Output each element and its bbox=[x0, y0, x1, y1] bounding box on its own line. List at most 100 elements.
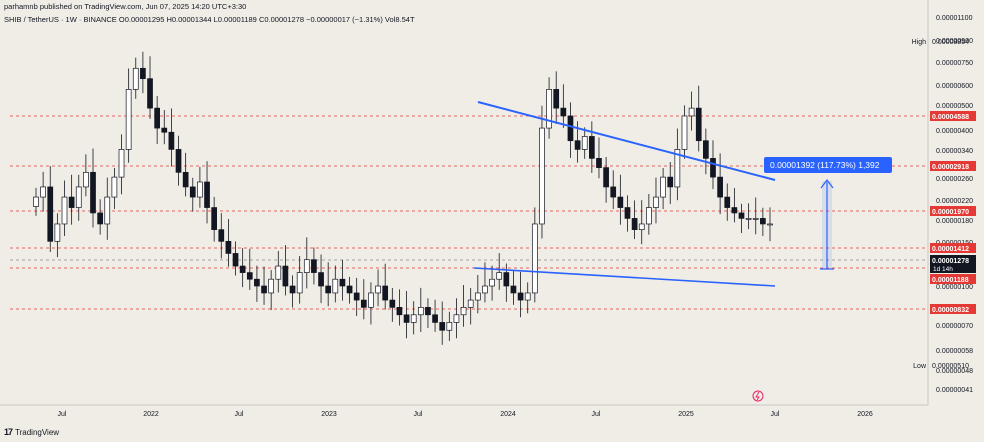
candle-body bbox=[140, 67, 146, 80]
high-value: H0.00001344 bbox=[166, 15, 212, 24]
price-label-value: 0.00000510 bbox=[932, 363, 969, 370]
candle-body bbox=[289, 285, 296, 294]
candle-body bbox=[68, 196, 75, 208]
candle-body bbox=[375, 285, 381, 294]
volume-value: Vol8.54T bbox=[384, 15, 415, 24]
measure-label: 0.00001392 (117.73%) 1,392 bbox=[770, 160, 880, 170]
candle-body bbox=[389, 299, 396, 308]
candle-body bbox=[282, 265, 289, 287]
candle-body bbox=[724, 196, 731, 208]
price-label-countdown: 1d 14h bbox=[933, 266, 953, 273]
x-tick-label: Jul bbox=[58, 411, 67, 418]
measure-label-box bbox=[764, 157, 892, 173]
price-label-box bbox=[930, 255, 976, 273]
symbol-label[interactable]: SHIB / TetherUS · 1W · BINANCE bbox=[4, 15, 117, 24]
candle-body bbox=[588, 136, 595, 159]
candle-body bbox=[261, 285, 267, 294]
y-tick-label: 0.00001100 bbox=[936, 15, 973, 22]
event-marker-icon bbox=[752, 390, 764, 402]
candle-body bbox=[745, 218, 752, 220]
price-label-tag: High bbox=[912, 39, 927, 46]
candle-body bbox=[211, 207, 218, 230]
candle-body bbox=[432, 314, 438, 323]
candle-body bbox=[175, 149, 182, 173]
candle-body bbox=[503, 272, 510, 287]
candle-body bbox=[353, 292, 360, 301]
candle-body bbox=[596, 158, 602, 168]
candle-body bbox=[403, 314, 410, 323]
candle-body bbox=[674, 149, 681, 188]
price-label-value: 0.00008854 bbox=[932, 39, 969, 46]
candle-body bbox=[125, 89, 132, 150]
candle-body bbox=[332, 278, 339, 294]
x-tick-label: Jul bbox=[771, 411, 780, 418]
candle-body bbox=[453, 314, 460, 323]
candle-body bbox=[268, 278, 275, 294]
y-tick-label: 0.00000070 bbox=[936, 323, 973, 330]
candle-body bbox=[154, 107, 160, 129]
price-label-value: 0.00001188 bbox=[932, 277, 969, 284]
candle-body bbox=[83, 171, 89, 188]
open-value: O0.00001295 bbox=[118, 15, 165, 24]
measure-arrow-head bbox=[820, 179, 834, 189]
price-label-value: 0.00001970 bbox=[932, 209, 969, 216]
y-tick-label: 0.00000260 bbox=[936, 176, 973, 183]
x-tick-label: 2023 bbox=[321, 411, 337, 418]
candle-body bbox=[567, 115, 574, 142]
candle-body bbox=[703, 140, 709, 159]
brand-label: TradingView bbox=[15, 427, 60, 437]
tradingview-logo-icon: 17 bbox=[4, 427, 13, 437]
candle-body bbox=[396, 306, 403, 316]
x-tick-label: 2026 bbox=[857, 411, 873, 418]
candle-body bbox=[510, 285, 517, 294]
candle-body bbox=[425, 306, 431, 316]
price-label-tag: Low bbox=[913, 363, 927, 370]
candle-body bbox=[717, 176, 723, 198]
x-tick-label: 2022 bbox=[143, 411, 159, 418]
y-tick-label: 0.00000750 bbox=[936, 60, 973, 67]
candle-body bbox=[111, 176, 118, 198]
candle-body bbox=[90, 171, 96, 214]
price-label-box bbox=[930, 274, 976, 284]
candle-body bbox=[339, 278, 346, 287]
candle-body bbox=[104, 196, 111, 225]
y-tick-label: 0.00000041 bbox=[936, 387, 973, 394]
candle-body bbox=[474, 292, 481, 301]
price-label-box bbox=[930, 243, 976, 253]
candle-body bbox=[197, 181, 203, 198]
candle-body bbox=[61, 196, 68, 225]
candle-body bbox=[539, 127, 545, 225]
candle-body bbox=[660, 176, 666, 198]
candle-body bbox=[517, 292, 524, 301]
candle-body bbox=[360, 299, 367, 308]
symbol-ohlc-bar: SHIB / TetherUS · 1W · BINANCE O0.000012… bbox=[4, 15, 415, 24]
candle-body bbox=[752, 218, 759, 220]
candle-body bbox=[47, 186, 54, 242]
candle-body bbox=[710, 158, 716, 178]
candle-body bbox=[546, 89, 552, 129]
candle-body bbox=[531, 223, 538, 294]
candle-body bbox=[617, 196, 624, 208]
candle-body bbox=[467, 299, 474, 308]
candle-body bbox=[325, 285, 332, 294]
x-tick-label: Jul bbox=[235, 411, 244, 418]
candle-body bbox=[417, 306, 424, 316]
candle-body bbox=[232, 253, 239, 267]
y-tick-label: 0.00000100 bbox=[936, 284, 973, 291]
candle-body bbox=[631, 218, 638, 230]
y-tick-label: 0.00000900 bbox=[936, 38, 973, 45]
tradingview-footer[interactable]: 17 TradingView bbox=[4, 427, 59, 437]
y-tick-label: 0.00000220 bbox=[936, 198, 973, 205]
candle-body bbox=[760, 218, 766, 225]
candle-body bbox=[482, 285, 488, 294]
x-tick-label: Jul bbox=[414, 411, 423, 418]
price-label-value: 0.00000832 bbox=[932, 307, 969, 314]
publisher-line: parhamnb published on TradingView.com, J… bbox=[4, 2, 247, 11]
candle-body bbox=[368, 292, 374, 308]
candle-body bbox=[553, 89, 560, 109]
candle-body bbox=[574, 140, 581, 150]
y-tick-label: 0.00000048 bbox=[936, 368, 973, 375]
candle-body bbox=[147, 78, 153, 109]
candle-body bbox=[189, 186, 196, 198]
